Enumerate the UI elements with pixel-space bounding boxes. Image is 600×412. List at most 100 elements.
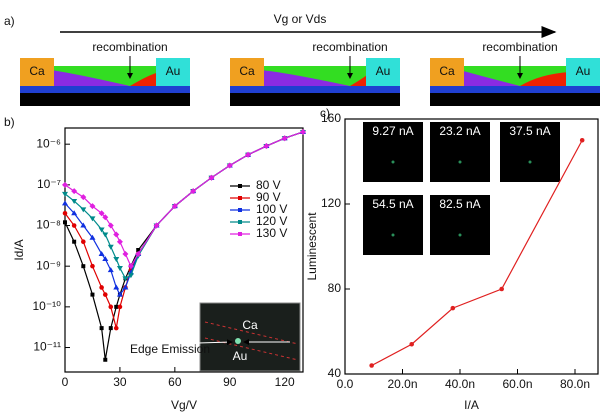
pointer [197,339,233,346]
point [300,128,306,135]
arrow-label: Vg or Vds [274,12,327,26]
panel-label: c) [320,106,330,120]
point [102,214,109,221]
inset-label: 23.2 nA [439,124,480,138]
point [63,220,67,225]
y-tick-label: 10⁻⁸ [36,218,61,232]
point [116,291,123,297]
legend-label: 80 V [256,178,281,192]
ca-label: Ca [239,64,255,78]
ca-label: Ca [29,64,45,78]
red-region [520,72,570,86]
point [99,326,104,331]
legend-label: 90 V [256,190,281,204]
point [245,151,252,158]
x-tick-label: 80.0n [560,377,590,391]
inset-bottom: Au [233,349,248,363]
au-electrode [566,58,600,86]
point [208,174,215,181]
point [62,181,68,188]
legend-marker [238,196,242,200]
point [122,276,129,282]
panel-label: b) [4,115,15,129]
purple-region [260,70,350,86]
plot-frame [64,127,304,373]
point [90,292,95,297]
au-label: Au [376,64,391,78]
inset-image [363,122,423,182]
red-region [130,72,160,86]
point [113,325,119,331]
point [107,267,114,273]
point [71,223,77,228]
y-tick-label: 40 [328,366,342,380]
legend-marker [238,208,242,212]
point [108,326,113,331]
purple-region [50,70,130,86]
point [71,199,78,205]
point [81,239,86,244]
recombination-label: recombination [92,40,167,54]
emission-spot [528,160,532,164]
inset-label: 9.27 nA [372,124,413,138]
ca-electrode [430,58,464,86]
point [127,263,134,270]
plot-frame [344,118,599,375]
point [113,231,120,238]
substrate [430,93,600,106]
point [90,263,95,269]
x-tick-label: 60 [168,375,182,389]
y-axis-label: Id/A [12,239,26,260]
point [107,244,114,250]
y-axis-label: Luminescent [305,212,319,281]
purple-region [460,70,520,86]
legend-marker [238,232,242,236]
y-tick-label: 10⁻⁶ [36,136,61,150]
x-tick-label: 20.0n [387,377,417,391]
inset-label: 54.5 nA [372,197,413,211]
device: Ca Au recombination [20,40,190,106]
inset-left: Edge Emission [130,342,210,356]
y-tick-label: 10⁻¹⁰ [33,299,62,313]
point [62,191,68,197]
inset-label: 82.5 nA [439,197,480,211]
emission-spot [458,160,462,164]
emission-spot [235,338,241,344]
point [98,227,105,233]
x-tick-label: 0.0 [337,377,354,391]
x-tick-label: 30 [113,375,127,389]
point [98,210,105,217]
inset-image [500,122,560,182]
x-tick-label: 40.0n [445,377,475,391]
point [122,250,129,257]
point [226,162,233,169]
point [102,232,109,238]
inset-image [199,302,301,372]
emission-spot [391,233,395,237]
point [190,188,197,195]
recombination-label: recombination [482,40,557,54]
au-electrode [366,58,400,86]
point [113,257,120,263]
blue-layer [430,86,600,93]
ca-electrode [230,58,264,86]
point [450,305,456,311]
inset-image [430,195,490,255]
point [409,341,415,347]
point [108,304,114,310]
y-tick-label: 10⁻⁹ [36,258,61,272]
y-tick-label: 10⁻⁷ [37,177,61,191]
inset-top: Ca [242,318,258,332]
point [80,222,87,228]
point [80,194,87,201]
legend-label: 120 V [256,214,287,228]
y-tick-label: 160 [321,111,341,125]
point [369,363,374,368]
emission-spot [391,160,395,164]
x-tick-label: 0 [62,375,69,389]
point [116,266,123,272]
inset-label: 37.5 nA [509,124,550,138]
dash [204,337,299,361]
x-tick-label: 120 [275,375,295,389]
